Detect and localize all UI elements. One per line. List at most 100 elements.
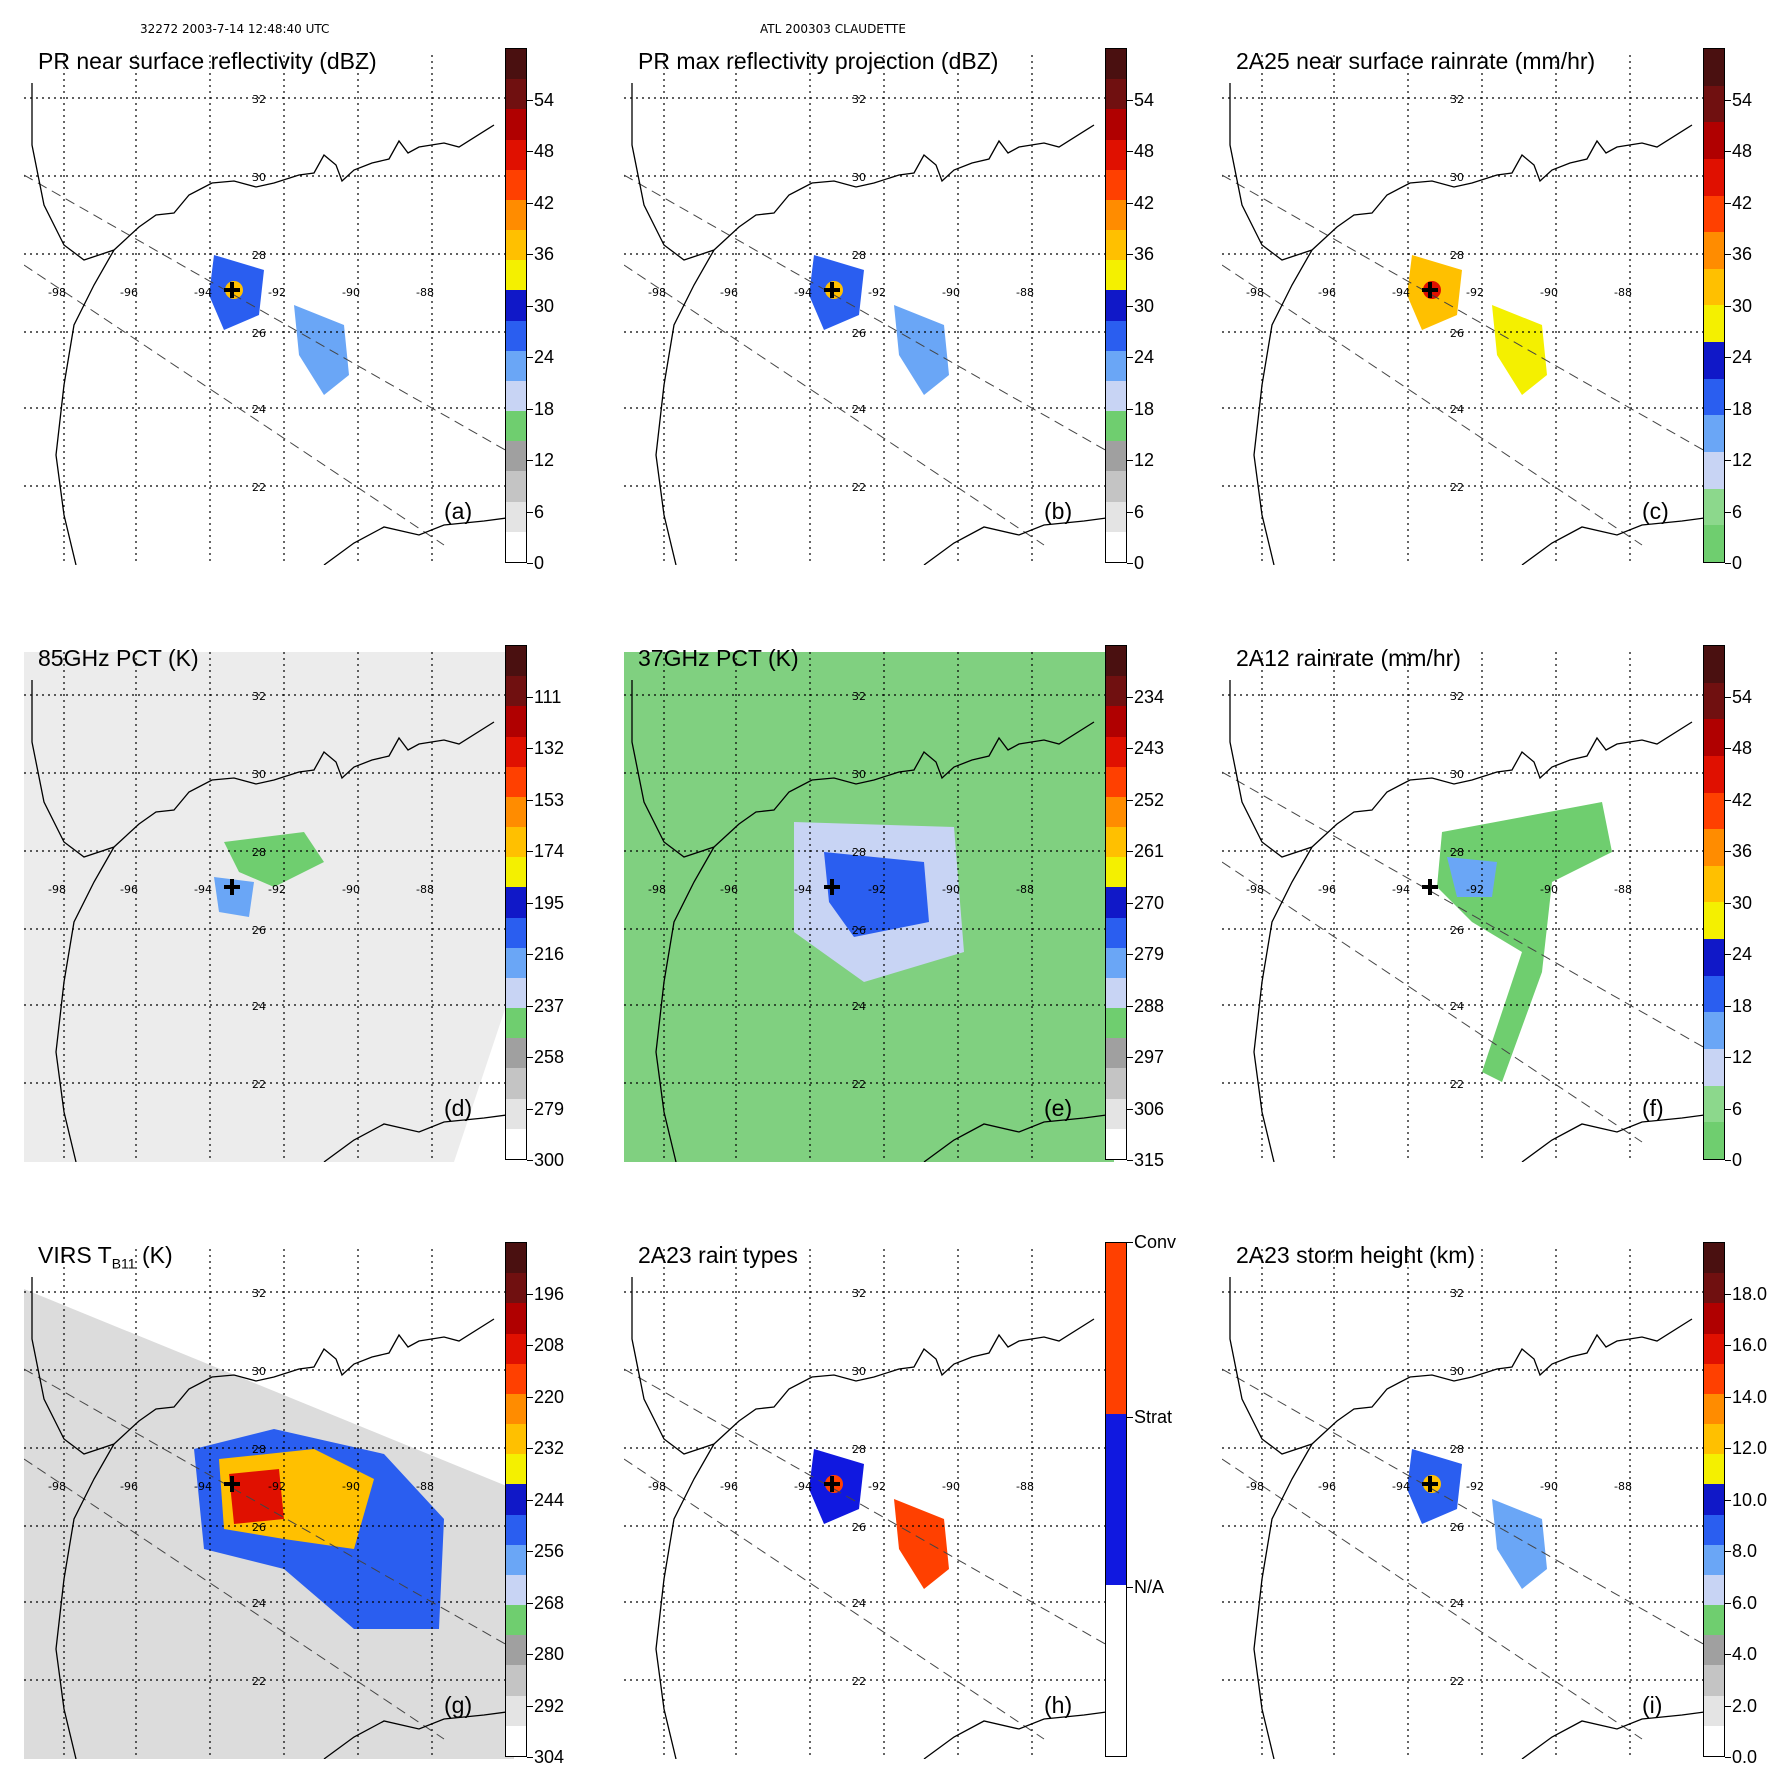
lat-label: 22 (252, 481, 266, 494)
colorbar-tick-mark (1127, 1108, 1133, 1110)
colorbar-segment (1704, 1273, 1724, 1304)
lon-label: -92 (868, 883, 886, 896)
panel-title: 2A23 rain types (638, 1242, 798, 1268)
lon-label: -92 (1466, 883, 1484, 896)
colorbar-tick-mark (1725, 305, 1731, 307)
colorbar (1105, 645, 1127, 1160)
panel-b: -98 -96 -94 -92 -90 -88 32 30 28 26 24 22 PR max ref… (612, 28, 1154, 598)
colorbar-segment (1106, 857, 1126, 888)
lat-label: 24 (852, 1000, 866, 1013)
colorbar-tick-mark (1127, 954, 1133, 955)
colorbar-segment (506, 1363, 526, 1394)
colorbar-segment (1106, 796, 1126, 828)
colorbar-tick-mark (527, 1108, 533, 1110)
colorbar-tick-label: 111 (534, 686, 562, 707)
panel-label: (h) (1044, 1692, 1073, 1718)
lat-label: 26 (252, 924, 266, 937)
colorbar-tick-label: 0 (1732, 1150, 1743, 1170)
map-a: -98 -96 -94 -92 -90 -88 32 30 28 26 24 22 (24, 55, 514, 565)
colorbar-tick-mark (1127, 1587, 1133, 1589)
colorbar-tick-label: 12 (1134, 450, 1155, 470)
colorbar-segment (1106, 887, 1126, 918)
storm-center-marker (224, 879, 240, 895)
colorbar-tick-mark (1725, 902, 1731, 904)
lat-label: 24 (1450, 1597, 1464, 1610)
colorbar-segment (1704, 305, 1724, 343)
lat-label: 22 (252, 1078, 266, 1091)
colorbar-segment (1106, 230, 1126, 261)
panel-g: -98 -96 -94 -92 -90 -88 32 30 28 26 24 22 VIRS TB11 … (12, 1222, 564, 1792)
emission-core (824, 852, 929, 937)
colorbar-segment (1704, 1085, 1724, 1123)
lat-label: 28 (252, 1443, 266, 1456)
colorbar-tick-label: 42 (1732, 789, 1753, 810)
colorbar-tick-label: N/A (1134, 1577, 1165, 1598)
colorbar-segment (1704, 1484, 1724, 1515)
panel-title: 2A12 rainrate (mm/hr) (1236, 645, 1461, 671)
colorbar (1703, 1242, 1725, 1757)
colorbar-tick-label: 208 (534, 1335, 565, 1355)
colorbar-tick-mark (1127, 460, 1133, 461)
colorbar-tick-mark (527, 1551, 533, 1552)
colorbar-tick-label: 6 (1134, 501, 1145, 522)
colorbar-tick-label: 268 (534, 1592, 565, 1613)
lon-label: -98 (1246, 1480, 1264, 1493)
colorbar-segment (1106, 320, 1126, 351)
map-f: -98 -96 -94 -92 -90 -88 32 30 28 26 24 22 (1222, 652, 1712, 1162)
lat-label: 24 (252, 1597, 266, 1610)
colorbar-tick-mark (527, 1293, 533, 1295)
colorbar-tick-label: 243 (1134, 738, 1165, 758)
colorbar-segment (506, 1574, 526, 1606)
coastline (631, 1277, 1114, 1759)
colorbar-segment (1106, 646, 1126, 677)
colorbar-segment (1704, 1012, 1724, 1050)
lat-label: 32 (852, 690, 866, 703)
colorbar-tick-mark (1127, 254, 1133, 255)
colorbar-tick-label: 12 (1732, 1047, 1753, 1067)
map-g: -98 -96 -94 -92 -90 -88 32 30 28 26 24 22 (24, 1249, 514, 1759)
lat-label: 30 (852, 768, 866, 781)
colorbar-segment (1704, 1725, 1724, 1756)
colorbar-tick-mark (1127, 511, 1133, 513)
colorbar-segment (506, 796, 526, 828)
colorbar-segment (1704, 1454, 1724, 1485)
colorbar-segment (1106, 1098, 1126, 1129)
colorbar-tick-label: 18.0 (1732, 1283, 1768, 1304)
lat-label: 24 (1450, 1000, 1464, 1013)
coastline (1229, 1277, 1712, 1759)
lon-label: -94 (1392, 286, 1410, 299)
panel-label: (b) (1044, 498, 1073, 524)
lon-label: -90 (942, 286, 960, 299)
lat-label: 26 (252, 1521, 266, 1534)
lat-label: 22 (852, 481, 866, 494)
colorbar-tick-mark (527, 1499, 533, 1501)
lon-label: -88 (1614, 883, 1632, 896)
lon-label: -88 (1016, 1480, 1034, 1493)
colorbar-tick-mark (527, 1057, 533, 1058)
colorbar-segment (1704, 122, 1724, 159)
panel-d: -98 -96 -94 -92 -90 -88 32 30 28 26 24 22 85GHz PCT … (12, 625, 564, 1195)
coldest-cloud-top (229, 1469, 284, 1524)
colorbar-tick-label: 18 (1134, 398, 1155, 419)
colorbar-tick-mark (1725, 954, 1731, 955)
colorbar-segment (1106, 411, 1126, 442)
colorbar-tick-label: 279 (534, 1098, 565, 1119)
colorbar-tick-mark (1725, 1551, 1731, 1552)
colorbar-segment (1704, 342, 1724, 379)
colorbar-tick-mark (527, 696, 533, 698)
colorbar-segment (1704, 158, 1724, 196)
scattering-region (224, 832, 324, 887)
colorbar-tick-label: 48 (1732, 738, 1753, 758)
colorbar-segment (1106, 531, 1126, 562)
coastline (631, 680, 1114, 1162)
colorbar-tick-label: 252 (1134, 789, 1165, 810)
colorbar-segment (1106, 1038, 1126, 1069)
colorbar-segment (1704, 939, 1724, 976)
lat-label: 32 (252, 1287, 266, 1300)
lon-label: -88 (416, 286, 434, 299)
colorbar-tick-label: 237 (534, 995, 565, 1016)
colorbar (505, 48, 527, 563)
colorbar-segment (506, 471, 526, 502)
colorbar-tick-label: 18 (1732, 995, 1753, 1016)
lat-label: 24 (1450, 403, 1464, 416)
